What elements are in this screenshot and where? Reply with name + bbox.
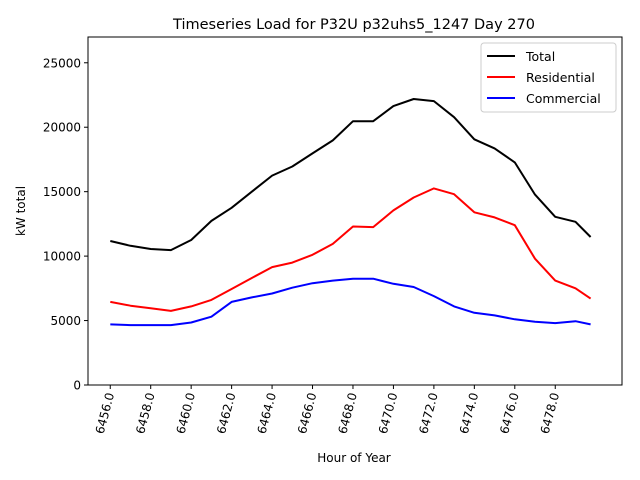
- x-axis-ticks: 6456.0 6458.0 6460.0 6462.0 6464.0 6466.0 6468…: [93, 385, 562, 435]
- chart-title: Timeseries Load for P32U p32uhs5_1247 Da…: [172, 17, 535, 33]
- x-tick-label: 6464.0: [255, 391, 279, 435]
- y-axis-ticks: 0 5000 10000 15000 20000 25000: [43, 56, 88, 393]
- x-tick-label: 6474.0: [457, 391, 481, 435]
- x-axis-label: Hour of Year: [317, 451, 391, 465]
- y-tick-label: 15000: [43, 185, 81, 199]
- legend-label-commercial: Commercial: [526, 91, 601, 106]
- series-line-total: [110, 98, 592, 252]
- x-tick-label: 6456.0: [93, 391, 117, 435]
- y-axis-label: kW total: [14, 186, 28, 236]
- series-line-residential: [110, 187, 592, 312]
- x-tick-label: 6476.0: [497, 391, 521, 435]
- series-line-commercial: [110, 277, 591, 327]
- axes-frame: [87, 36, 623, 386]
- x-tick-label: 6462.0: [214, 391, 238, 435]
- x-tick-label: 6468.0: [335, 391, 359, 435]
- plot-lines: [110, 98, 592, 327]
- y-tick-label: 5000: [50, 314, 81, 328]
- y-tick-label: 0: [73, 379, 81, 393]
- y-tick-label: 10000: [43, 250, 81, 264]
- x-tick-label: 6458.0: [133, 391, 157, 435]
- legend-box: [480, 42, 617, 113]
- y-tick-label: 20000: [43, 121, 81, 135]
- y-tick-label: 25000: [43, 56, 81, 70]
- legend-label-residential: Residential: [526, 70, 595, 85]
- x-tick-label: 6478.0: [538, 391, 562, 435]
- x-tick-label: 6460.0: [174, 391, 198, 435]
- legend: Total Residential Commercial: [480, 42, 617, 113]
- legend-label-total: Total: [525, 49, 555, 64]
- x-tick-label: 6470.0: [376, 391, 400, 435]
- x-tick-label: 6472.0: [416, 391, 440, 435]
- x-tick-label: 6466.0: [295, 391, 319, 435]
